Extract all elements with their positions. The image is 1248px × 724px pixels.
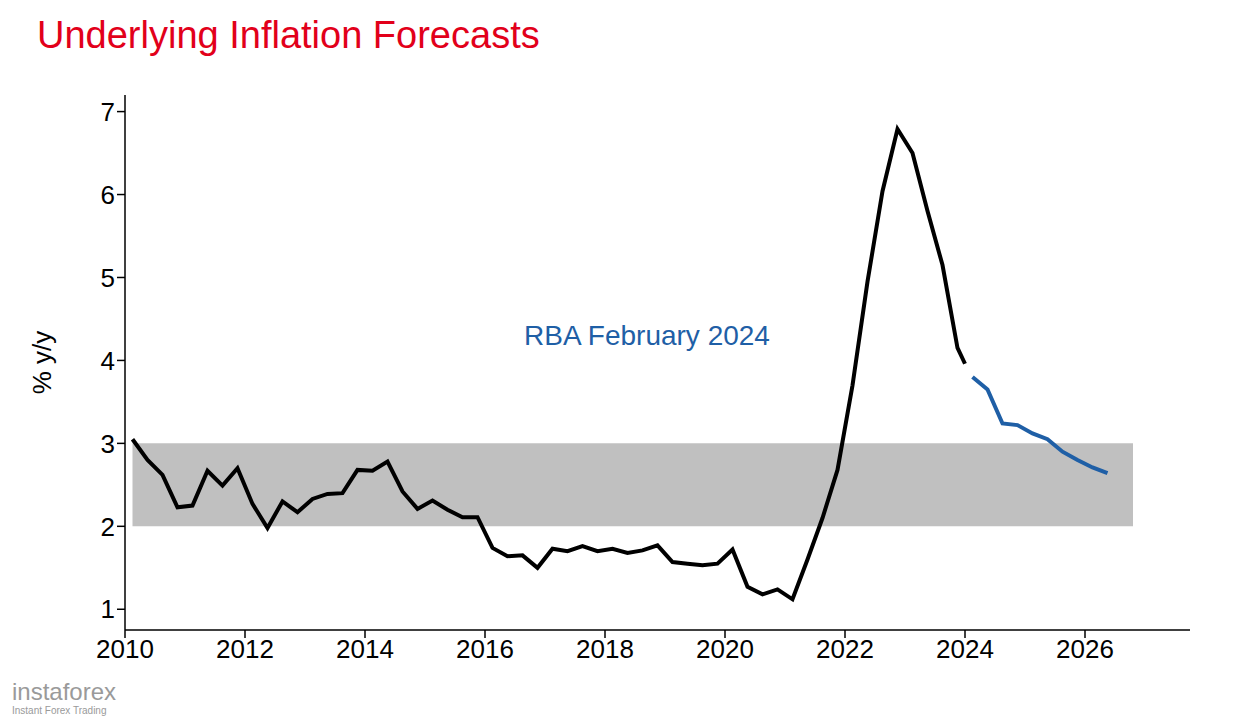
svg-text:2026: 2026 xyxy=(1056,634,1114,664)
svg-text:2014: 2014 xyxy=(336,634,394,664)
svg-text:2: 2 xyxy=(101,512,115,542)
html-text:instaforex: instaforex xyxy=(12,678,117,705)
svg-text:% y/y: % y/y xyxy=(27,331,57,395)
html-text:RBA February 2024: RBA February 2024 xyxy=(524,320,770,351)
svg-text:2024: 2024 xyxy=(936,634,994,664)
svg-text:4: 4 xyxy=(101,346,115,376)
html-text:Instant Forex Trading: Instant Forex Trading xyxy=(12,705,107,716)
svg-text:2022: 2022 xyxy=(816,634,874,664)
svg-text:1: 1 xyxy=(101,594,115,624)
svg-text:2018: 2018 xyxy=(576,634,634,664)
html-text:Underlying Inflation Forecasts: Underlying Inflation Forecasts xyxy=(37,14,540,56)
svg-text:7: 7 xyxy=(101,97,115,127)
svg-text:5: 5 xyxy=(101,263,115,293)
svg-text:2016: 2016 xyxy=(456,634,514,664)
svg-text:2020: 2020 xyxy=(696,634,754,664)
svg-text:2010: 2010 xyxy=(96,634,154,664)
svg-text:6: 6 xyxy=(101,180,115,210)
svg-text:2012: 2012 xyxy=(216,634,274,664)
svg-text:3: 3 xyxy=(101,429,115,459)
